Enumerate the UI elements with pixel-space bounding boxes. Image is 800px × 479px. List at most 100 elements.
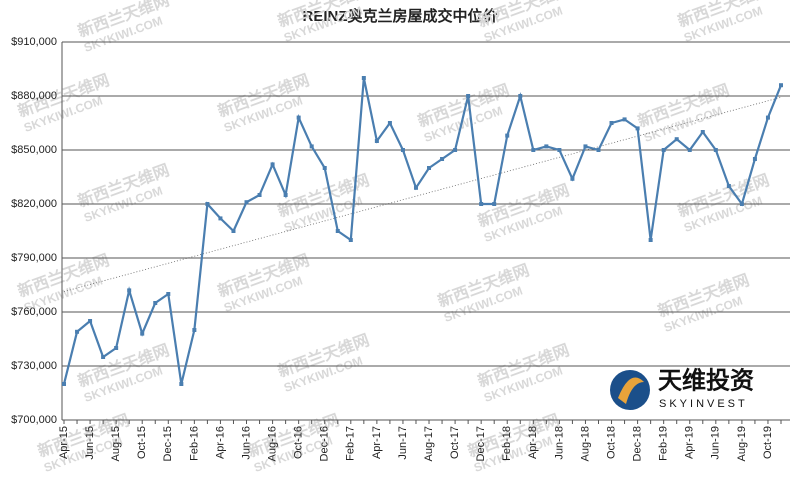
x-tick-label: Oct-16 xyxy=(293,426,305,459)
point xyxy=(348,238,353,242)
x-tick-label: Jun-17 xyxy=(397,426,409,460)
point xyxy=(609,121,614,125)
point xyxy=(453,148,458,152)
point xyxy=(374,139,379,143)
point xyxy=(205,202,210,206)
point xyxy=(648,238,653,242)
point xyxy=(427,166,432,170)
x-tick-label: Oct-18 xyxy=(605,426,617,459)
x-tick-label: Oct-17 xyxy=(449,426,461,459)
x-tick-label: Jun-16 xyxy=(240,426,252,460)
point xyxy=(440,157,445,161)
x-tick-label: Feb-17 xyxy=(345,426,357,461)
x-tick-label: Apr-17 xyxy=(371,426,383,459)
x-tick-label: Aug-15 xyxy=(110,426,122,461)
point xyxy=(726,184,731,188)
point xyxy=(583,144,588,149)
x-tick-label: Dec-17 xyxy=(475,426,487,461)
x-tick-label: Apr-19 xyxy=(684,426,696,459)
point xyxy=(779,83,783,88)
point xyxy=(387,121,392,125)
line-series xyxy=(62,77,783,385)
point xyxy=(101,355,106,359)
y-tick-label: $880,000 xyxy=(11,90,57,102)
point xyxy=(153,301,158,305)
point xyxy=(75,329,80,334)
point xyxy=(557,148,562,152)
point xyxy=(661,148,666,152)
x-tick-label: Apr-18 xyxy=(527,426,539,459)
chart-title: REINZ奥克兰房屋成交中位价 xyxy=(302,7,498,25)
point xyxy=(62,382,66,386)
point xyxy=(88,319,93,323)
point xyxy=(544,144,549,149)
x-tick-label: Jun-15 xyxy=(84,426,96,460)
point xyxy=(596,148,601,152)
x-tick-label: Aug-19 xyxy=(736,426,748,461)
point xyxy=(531,148,536,152)
point xyxy=(635,126,640,131)
point xyxy=(270,162,275,167)
x-tick-label: Feb-16 xyxy=(188,426,200,461)
point xyxy=(622,117,627,122)
point xyxy=(361,76,366,80)
point xyxy=(739,202,744,206)
logo-icon-accent xyxy=(618,377,644,404)
point xyxy=(140,331,145,336)
x-tick-label: Feb-18 xyxy=(501,426,513,461)
y-tick-label: $820,000 xyxy=(11,198,57,210)
point xyxy=(492,202,497,206)
point xyxy=(466,94,471,98)
point xyxy=(296,115,301,120)
point xyxy=(479,202,484,206)
logo-name: 天维投资 xyxy=(658,366,754,394)
point xyxy=(322,166,327,170)
point xyxy=(166,292,171,296)
point xyxy=(674,137,679,142)
point xyxy=(309,144,314,149)
point xyxy=(335,229,340,233)
point xyxy=(752,157,757,161)
x-tick-label: Apr-16 xyxy=(214,426,226,459)
x-tick-label: Oct-19 xyxy=(762,426,774,459)
x-tick-label: Aug-17 xyxy=(423,426,435,461)
point xyxy=(700,130,705,134)
point xyxy=(570,176,575,181)
point xyxy=(687,148,692,152)
point xyxy=(179,382,184,386)
y-tick-label: $700,000 xyxy=(11,414,57,426)
x-tick-label: Apr-15 xyxy=(58,426,70,459)
x-tick-label: Oct-15 xyxy=(136,426,148,459)
logo-sub: SKYINVEST xyxy=(659,398,748,410)
point xyxy=(231,229,236,233)
x-tick-label: Jun-18 xyxy=(553,426,565,460)
point xyxy=(518,94,523,98)
x-tick-label: Jun-19 xyxy=(710,426,722,460)
y-tick-label: $790,000 xyxy=(11,252,57,264)
trendline xyxy=(63,96,782,292)
y-tick-label: $850,000 xyxy=(11,144,57,156)
y-tick-label: $760,000 xyxy=(11,306,57,318)
y-tick-label: $910,000 xyxy=(11,36,57,48)
point xyxy=(505,133,510,138)
point xyxy=(765,115,770,120)
x-tick-label: Aug-18 xyxy=(579,426,591,461)
point xyxy=(192,328,197,332)
point xyxy=(127,288,132,293)
y-tick-label: $730,000 xyxy=(11,360,57,372)
